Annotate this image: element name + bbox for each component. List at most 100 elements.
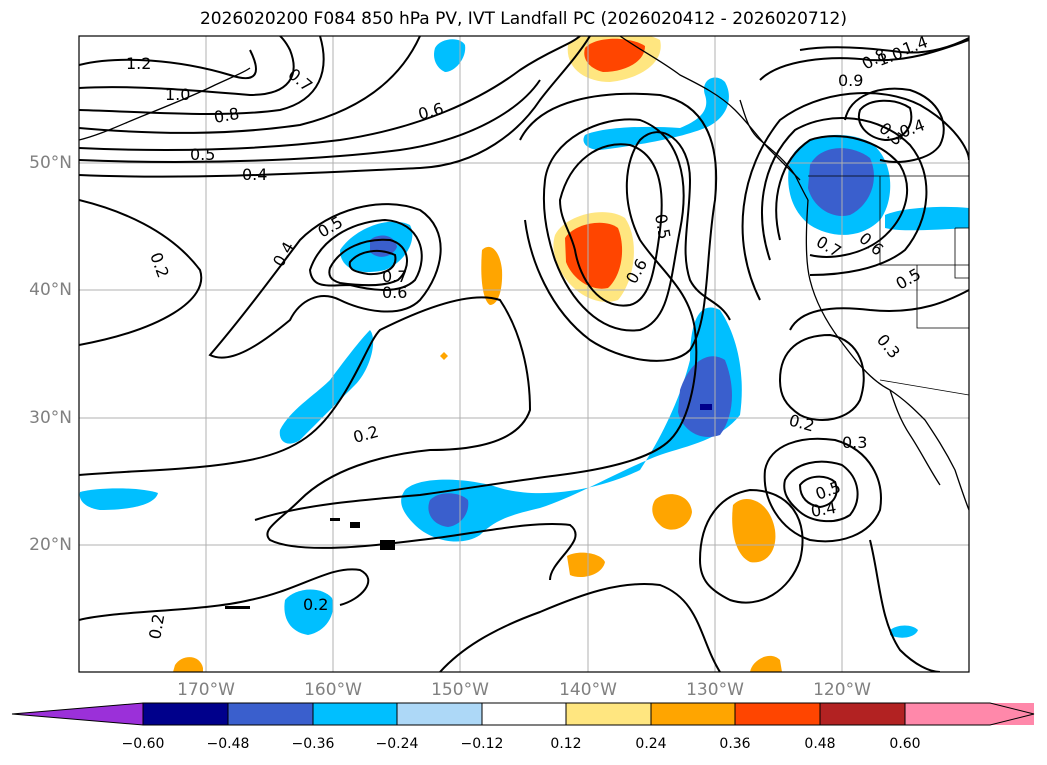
border-state-3: [954, 227, 969, 279]
contour-0.5-se: [798, 475, 838, 509]
contour-0.7-loop: [348, 249, 397, 276]
colorbar-tick: 0.60: [889, 736, 921, 752]
orange-small-4: [173, 657, 203, 672]
contour-0.6-ne: [761, 117, 928, 276]
contour-0.2-main: [79, 296, 577, 581]
contour-label: 0.6: [416, 99, 446, 124]
contour-label: 0.4: [897, 115, 927, 142]
contour-label: 0.2: [146, 250, 173, 280]
contour-label: 0.4: [809, 498, 837, 521]
contour-0.2-east-loop: [698, 488, 804, 604]
lat-label: 40°N: [29, 280, 72, 300]
colorbar-seg: [481, 702, 567, 726]
contour-0.2-far-east: [869, 539, 941, 672]
red-core-alaska: [584, 38, 645, 72]
contour-label: 0.5: [190, 145, 215, 164]
contour-label: 0.3: [873, 330, 904, 362]
colorbar-tick: −0.48: [206, 736, 250, 752]
hawaii-islands: [225, 518, 395, 609]
coast-alaska: [619, 36, 801, 181]
border-state-4: [879, 379, 970, 396]
contour-0.4-se: [783, 460, 859, 523]
negative-anomaly-regions: [79, 39, 969, 638]
positive-anomaly-regions: [173, 36, 782, 672]
contour-label: 0.2: [787, 411, 817, 436]
colorbar-seg: [227, 702, 314, 726]
contour-label: 0.9: [838, 71, 863, 90]
border-state-1: [879, 176, 969, 266]
orange-strip: [481, 246, 503, 305]
colorbar-seg: [819, 702, 906, 726]
colorbar-extend-low: [11, 702, 144, 726]
coast-baja: [889, 389, 941, 486]
graticule: [79, 36, 969, 672]
contour-label: 0.3: [842, 433, 867, 452]
contour-0.2-south: [439, 583, 721, 672]
colorbar: [11, 702, 1035, 726]
colorbar-tick: −0.60: [121, 736, 165, 752]
contour-label: 0.7: [382, 267, 407, 286]
contour-label: 1.0: [165, 85, 190, 104]
colorbar-seg: [396, 702, 483, 726]
colorbar-tick: −0.12: [460, 736, 504, 752]
orange-small-2: [732, 498, 776, 563]
red-core-midpacific: [565, 222, 623, 289]
lon-label: 120°W: [813, 680, 871, 700]
colorbar-tick: 0.48: [804, 736, 836, 752]
contour-label: 0.8: [212, 104, 240, 127]
blue-core-east: [678, 356, 732, 438]
blue-region-baja: [890, 625, 918, 638]
blue-region-aleutian: [434, 39, 466, 72]
orange-small-3: [567, 552, 605, 578]
colorbar-seg: [142, 702, 229, 726]
lon-label: 150°W: [431, 680, 489, 700]
contour-0.5-north: [79, 79, 541, 163]
blue-region-far-west: [79, 488, 158, 510]
contour-label: 0.4: [242, 165, 267, 184]
contour-0.5-ne: [741, 92, 969, 301]
coast-bc: [739, 99, 809, 201]
blue-region-hawaii: [284, 589, 334, 635]
hawaii-island-2: [350, 522, 360, 528]
contour-0.7: [79, 36, 421, 134]
orange-tiny: [440, 352, 448, 360]
state-borders: [808, 175, 970, 396]
lon-label: 160°W: [304, 680, 362, 700]
chart-title: 2026020200 F084 850 hPa PV, IVT Landfall…: [199, 9, 847, 29]
hawaii-island-3: [380, 540, 395, 550]
contour-1.0-ne: [799, 37, 969, 54]
lat-label: 20°N: [29, 535, 72, 555]
colorbar-tick: 0.24: [635, 736, 667, 752]
contour-label: 0.5: [651, 212, 674, 240]
coast-aleutians: [79, 67, 251, 141]
contour-label: 0.6: [855, 229, 887, 260]
colorbar-tick: −0.36: [291, 736, 335, 752]
contour-label: 0.6: [382, 283, 407, 302]
contour-0.4-north: [79, 36, 591, 178]
coast-west-us: [805, 199, 969, 511]
contour-0.8: [79, 36, 325, 116]
contour-0.3-mid: [519, 92, 718, 362]
contour-1.0: [79, 36, 295, 97]
hawaii-island-1: [330, 518, 340, 521]
blue-band-washington: [885, 206, 969, 231]
colorbar-seg: [734, 702, 821, 726]
contour-0.2-ne-loop: [778, 333, 865, 421]
contour-label: 1.2: [126, 54, 151, 73]
contour-0.2-sw: [79, 568, 370, 621]
contour-0.6-mid: [542, 118, 685, 332]
blue-core-northwest: [808, 148, 874, 216]
colorbar-seg: [312, 702, 398, 726]
contour-0.5-mid: [558, 143, 663, 307]
lat-label: 50°N: [29, 153, 72, 173]
blue-region-gulf-alaska: [583, 77, 729, 150]
lat-label: 30°N: [29, 408, 72, 428]
colorbar-tick: −0.24: [375, 736, 419, 752]
map-frame: [78, 35, 970, 673]
pv-contours: [79, 36, 969, 672]
blue-band-sw: [279, 330, 374, 444]
contour-0.5-loop: [308, 218, 423, 291]
lon-label: 140°W: [559, 680, 617, 700]
shaded-anomalies: [79, 36, 969, 672]
colorbar-tick: 0.36: [719, 736, 751, 752]
